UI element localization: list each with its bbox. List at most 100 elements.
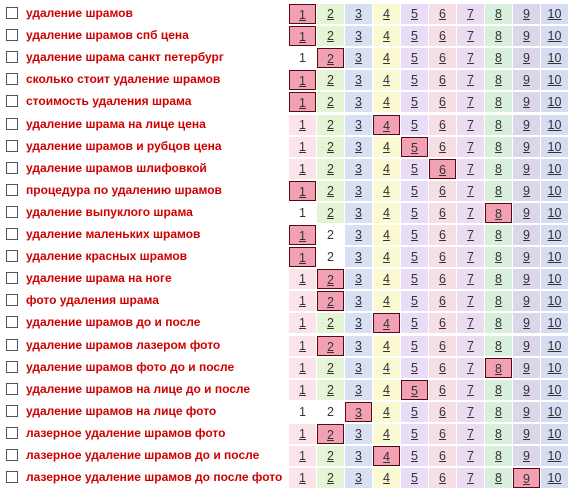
position-cell[interactable]: 5 [401, 291, 428, 312]
position-cell[interactable]: 6 [429, 247, 456, 268]
row-checkbox[interactable] [6, 294, 18, 307]
position-cell[interactable]: 10 [541, 70, 568, 91]
position-cell-active[interactable]: 1 [289, 247, 316, 268]
position-cell[interactable]: 5 [401, 4, 428, 24]
position-cell-active[interactable]: 5 [401, 379, 428, 400]
position-cell[interactable]: 10 [541, 313, 568, 334]
position-cell-active[interactable]: 4 [373, 446, 400, 466]
position-cell[interactable]: 8 [485, 335, 512, 356]
position-cell[interactable]: 5 [401, 335, 428, 356]
position-cell[interactable]: 5 [401, 401, 428, 422]
position-cell[interactable]: 3 [345, 4, 372, 24]
position-cell[interactable]: 7 [457, 313, 484, 334]
position-cell-active[interactable]: 2 [317, 269, 344, 290]
position-cell[interactable]: 1 [289, 158, 316, 179]
position-cell[interactable]: 7 [457, 446, 484, 466]
position-cell[interactable]: 9 [513, 401, 540, 422]
position-cell[interactable]: 4 [373, 48, 400, 69]
position-cell[interactable]: 4 [373, 26, 400, 47]
position-cell[interactable]: 7 [457, 379, 484, 400]
position-cell[interactable]: 9 [513, 313, 540, 334]
position-cell[interactable]: 5 [401, 423, 428, 444]
position-cell[interactable]: 3 [345, 225, 372, 245]
position-cell[interactable]: 10 [541, 379, 568, 400]
position-cell[interactable]: 6 [429, 4, 456, 24]
position-cell-active[interactable]: 2 [317, 335, 344, 356]
position-cell[interactable]: 2 [317, 468, 344, 489]
position-cell[interactable]: 7 [457, 225, 484, 245]
position-cell[interactable]: 3 [345, 247, 372, 268]
position-cell[interactable]: 4 [373, 423, 400, 444]
position-cell[interactable]: 10 [541, 202, 568, 223]
position-cell-active[interactable]: 1 [289, 180, 316, 201]
position-cell[interactable]: 4 [373, 357, 400, 378]
position-cell[interactable]: 3 [345, 158, 372, 179]
position-cell[interactable]: 9 [513, 158, 540, 179]
position-cell[interactable]: 4 [373, 158, 400, 179]
position-cell-active[interactable]: 1 [289, 70, 316, 91]
position-cell[interactable]: 10 [541, 269, 568, 290]
position-cell[interactable]: 1 [289, 423, 316, 444]
position-cell[interactable]: 1 [289, 313, 316, 334]
position-cell[interactable]: 4 [373, 92, 400, 113]
position-cell[interactable]: 6 [429, 379, 456, 400]
position-cell-active[interactable]: 1 [289, 4, 316, 24]
position-cell[interactable]: 7 [457, 136, 484, 157]
position-cell[interactable]: 5 [401, 26, 428, 47]
position-cell[interactable]: 3 [345, 269, 372, 290]
position-cell[interactable]: 5 [401, 225, 428, 245]
position-cell[interactable]: 3 [345, 379, 372, 400]
position-cell[interactable]: 2 [317, 313, 344, 334]
position-cell[interactable]: 10 [541, 401, 568, 422]
position-cell[interactable]: 2 [317, 158, 344, 179]
position-cell[interactable]: 6 [429, 335, 456, 356]
position-cell[interactable]: 10 [541, 247, 568, 268]
position-cell[interactable]: 7 [457, 291, 484, 312]
position-cell[interactable]: 1 [289, 136, 316, 157]
position-cell-active[interactable]: 8 [485, 357, 512, 378]
position-cell[interactable]: 9 [513, 247, 540, 268]
position-cell[interactable]: 5 [401, 180, 428, 201]
position-cell[interactable]: 10 [541, 335, 568, 356]
position-cell[interactable]: 8 [485, 180, 512, 201]
position-cell[interactable]: 9 [513, 202, 540, 223]
position-cell[interactable]: 2 [317, 180, 344, 201]
position-cell[interactable]: 10 [541, 180, 568, 201]
position-cell[interactable]: 8 [485, 225, 512, 245]
position-cell[interactable]: 6 [429, 357, 456, 378]
position-cell[interactable]: 10 [541, 92, 568, 113]
position-cell[interactable]: 7 [457, 92, 484, 113]
position-cell[interactable]: 5 [401, 247, 428, 268]
position-cell[interactable]: 2 [317, 92, 344, 113]
position-cell[interactable]: 7 [457, 335, 484, 356]
position-cell[interactable]: 5 [401, 357, 428, 378]
row-checkbox[interactable] [6, 139, 18, 152]
row-checkbox[interactable] [6, 426, 18, 439]
position-cell[interactable]: 8 [485, 158, 512, 179]
position-cell[interactable]: 6 [429, 269, 456, 290]
position-cell[interactable]: 7 [457, 202, 484, 223]
position-cell[interactable]: 2 [317, 4, 344, 24]
position-cell[interactable]: 7 [457, 401, 484, 422]
position-cell[interactable]: 9 [513, 291, 540, 312]
position-cell[interactable]: 8 [485, 26, 512, 47]
position-cell[interactable]: 5 [401, 202, 428, 223]
position-cell[interactable]: 4 [373, 136, 400, 157]
position-cell[interactable]: 1 [289, 446, 316, 466]
position-cell[interactable]: 8 [485, 136, 512, 157]
position-cell[interactable]: 7 [457, 357, 484, 378]
position-cell[interactable]: 4 [373, 247, 400, 268]
position-cell[interactable]: 9 [513, 4, 540, 24]
position-cell[interactable]: 5 [401, 313, 428, 334]
position-cell[interactable]: 7 [457, 26, 484, 47]
position-cell[interactable]: 3 [345, 70, 372, 91]
position-cell[interactable]: 2 [317, 26, 344, 47]
position-cell[interactable]: 1 [289, 202, 316, 223]
position-cell-active[interactable]: 8 [485, 202, 512, 223]
position-cell[interactable]: 10 [541, 158, 568, 179]
row-checkbox[interactable] [6, 382, 18, 395]
position-cell[interactable]: 6 [429, 401, 456, 422]
position-cell[interactable]: 9 [513, 136, 540, 157]
position-cell[interactable]: 8 [485, 92, 512, 113]
position-cell[interactable]: 10 [541, 468, 568, 489]
